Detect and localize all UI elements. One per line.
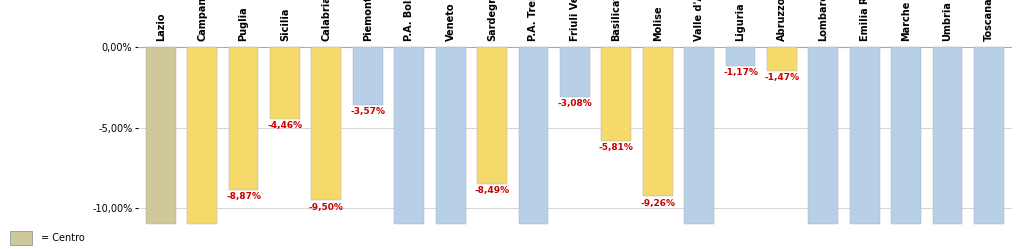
Bar xyxy=(146,47,176,224)
Text: -9,26%: -9,26% xyxy=(640,199,676,208)
Bar xyxy=(312,47,341,200)
Text: -4,46%: -4,46% xyxy=(268,121,303,130)
Text: = Centro: = Centro xyxy=(41,233,85,243)
Bar xyxy=(726,47,755,66)
Text: -9,50%: -9,50% xyxy=(309,202,343,211)
Text: -5,81%: -5,81% xyxy=(599,143,634,152)
Bar xyxy=(808,47,838,224)
Bar xyxy=(768,47,797,71)
Bar xyxy=(933,47,963,224)
Bar xyxy=(435,47,466,224)
Bar xyxy=(560,47,590,97)
Bar xyxy=(477,47,507,184)
Bar xyxy=(850,47,880,224)
Bar xyxy=(974,47,1004,224)
Bar xyxy=(684,47,714,224)
Bar xyxy=(643,47,672,196)
Text: -8,49%: -8,49% xyxy=(474,186,510,195)
Bar xyxy=(270,47,299,119)
Bar xyxy=(891,47,921,224)
Bar xyxy=(394,47,424,224)
Text: -1,47%: -1,47% xyxy=(764,73,799,82)
Bar xyxy=(518,47,549,224)
Bar xyxy=(187,47,217,224)
Bar xyxy=(601,47,632,141)
Text: -1,17%: -1,17% xyxy=(723,68,758,77)
Text: -8,87%: -8,87% xyxy=(226,192,261,201)
Bar xyxy=(353,47,382,105)
Text: -3,08%: -3,08% xyxy=(557,99,593,108)
FancyBboxPatch shape xyxy=(10,231,33,245)
Text: -3,57%: -3,57% xyxy=(351,107,385,116)
Bar xyxy=(229,47,259,190)
